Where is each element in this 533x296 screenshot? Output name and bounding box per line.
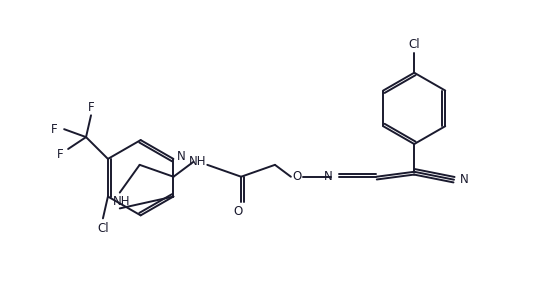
Text: NH: NH <box>113 195 131 208</box>
Text: N: N <box>177 150 185 163</box>
Text: N: N <box>459 173 469 186</box>
Text: F: F <box>57 148 63 161</box>
Text: F: F <box>51 123 58 136</box>
Text: Cl: Cl <box>408 38 420 52</box>
Text: O: O <box>233 205 243 218</box>
Text: NH: NH <box>189 155 206 168</box>
Text: Cl: Cl <box>97 222 109 235</box>
Text: N: N <box>324 170 333 183</box>
Text: O: O <box>292 170 302 183</box>
Text: F: F <box>88 101 94 114</box>
